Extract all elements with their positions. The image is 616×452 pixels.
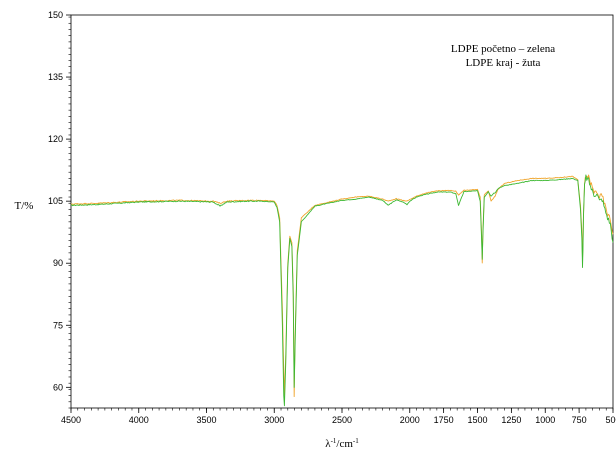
minor-ticks bbox=[68, 16, 614, 411]
y-tick-label: 60 bbox=[53, 382, 63, 392]
y-tick-label: 75 bbox=[53, 320, 63, 330]
y-tick-label: 120 bbox=[48, 134, 63, 144]
y-axis: 60 75 90 105 120 135 150 bbox=[48, 10, 71, 392]
x-tick-label: 1000 bbox=[535, 415, 555, 425]
x-tick-label: 750 bbox=[572, 415, 587, 425]
x-tick-label: 4500 bbox=[61, 415, 81, 425]
series-line-final bbox=[70, 174, 614, 398]
x-tick-label: 1250 bbox=[501, 415, 521, 425]
x-axis: 4500 4000 3500 3000 2500 2000 1750 1500 1250 1000… bbox=[61, 408, 616, 425]
x-axis-title: λ-1/cm-1 bbox=[325, 437, 359, 450]
y-axis-title: T/% bbox=[15, 200, 34, 212]
series-line-initial bbox=[70, 174, 614, 407]
x-tick-label: 4000 bbox=[129, 415, 149, 425]
x-tick-label: 3000 bbox=[264, 415, 284, 425]
legend-entry-final: LDPE kraj - žuta bbox=[466, 57, 541, 69]
x-tick-label: 2500 bbox=[332, 415, 352, 425]
x-tick-label: 500 bbox=[605, 415, 616, 425]
x-tick-label: 3500 bbox=[196, 415, 216, 425]
series-lines bbox=[70, 174, 614, 407]
y-tick-label: 135 bbox=[48, 72, 63, 82]
legend-entry-initial: LDPE početno – zelena bbox=[451, 43, 555, 55]
x-tick-label: 1500 bbox=[467, 415, 487, 425]
y-tick-label: 105 bbox=[48, 196, 63, 206]
x-tick-label: 2000 bbox=[400, 415, 420, 425]
plot-frame bbox=[70, 14, 614, 409]
x-tick-label: 1750 bbox=[434, 415, 454, 425]
y-tick-label: 90 bbox=[53, 258, 63, 268]
y-tick-label: 150 bbox=[48, 10, 63, 20]
